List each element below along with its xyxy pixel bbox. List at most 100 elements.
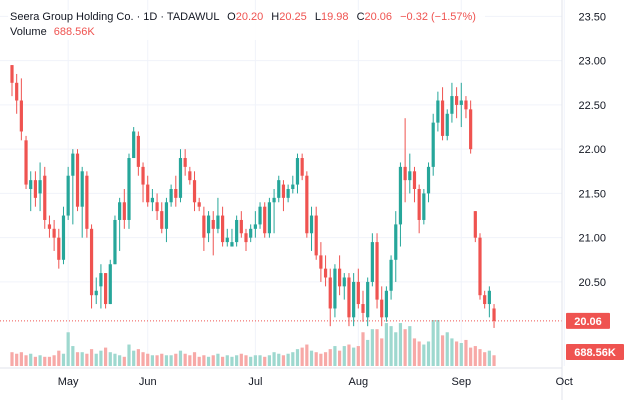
volume-bar [94, 353, 98, 366]
volume-bar [305, 344, 309, 366]
candle-body [206, 215, 211, 234]
candle-body [445, 113, 449, 136]
volume-bar [192, 352, 197, 366]
candle-body [342, 277, 346, 287]
candle-body [66, 175, 70, 216]
candle-body [305, 175, 309, 234]
price-axis[interactable]: 23.50 23.00 22.50 22.00 21.50 21.00 20.50 20.06… [561, 0, 624, 400]
price-tick-label: 23.50 [578, 11, 606, 23]
candle-body [38, 180, 42, 194]
legend-high-value: 20.25 [279, 11, 307, 23]
volume-bar [464, 339, 468, 366]
volume-bar [286, 353, 290, 366]
legend-volume-value: 688.56K [53, 26, 95, 38]
volume-bar [370, 329, 374, 366]
volume-bar [478, 349, 482, 366]
volume-bar [263, 356, 267, 366]
candle-body [366, 281, 370, 318]
volume-bar [104, 347, 108, 366]
volume-bar [342, 346, 346, 366]
volume-bar [141, 352, 145, 366]
candle-body [52, 228, 56, 238]
volume-bar [455, 341, 459, 366]
candle-body [85, 175, 89, 229]
volume-bar [422, 344, 426, 366]
volume-bar [459, 343, 463, 366]
volume-bar [136, 349, 140, 366]
candle-body [267, 202, 271, 234]
candle-body [291, 184, 295, 189]
volume-bar [99, 350, 103, 366]
candle-body [455, 96, 459, 105]
volume-bar [281, 355, 286, 366]
volume-bar [221, 356, 225, 366]
candle-body [122, 202, 126, 220]
volume-bar [469, 347, 473, 366]
volume-bar [206, 356, 211, 366]
volume-bar [356, 346, 360, 366]
volume-bar [375, 329, 379, 366]
candle-body [150, 197, 154, 203]
candle-body [230, 242, 234, 247]
volume-bar [174, 353, 178, 366]
volume-bar [492, 355, 496, 366]
time-tick-label: Sep [451, 376, 471, 388]
volume-bar [146, 353, 150, 366]
volume-bar [66, 332, 70, 366]
candle-body [450, 96, 454, 114]
time-tick-label: Aug [349, 376, 369, 388]
legend-volume-label[interactable]: Volume [10, 26, 47, 38]
volume-bar [188, 355, 192, 366]
candle-body [286, 189, 290, 198]
candle-body [440, 100, 445, 136]
candle-body [333, 268, 337, 309]
time-tick-label: Jul [248, 376, 262, 388]
candle-body [389, 259, 393, 291]
volume-bar [412, 338, 417, 366]
legend-symbol[interactable]: Seera Group Holding Co. · 1D · TADAWUL [10, 11, 220, 23]
volume-bar [89, 349, 94, 366]
candle-body [281, 184, 286, 198]
legend-open-label: O [227, 11, 236, 23]
volume-bar [211, 355, 215, 366]
volume-bar [169, 355, 173, 366]
candle-body [403, 166, 407, 181]
candle-body [197, 202, 201, 207]
candle-body [47, 224, 52, 229]
volume-bar [43, 356, 47, 366]
volume-bar [118, 355, 122, 366]
volume-bar [398, 323, 403, 366]
volume-bar [61, 353, 66, 366]
volume-bar [309, 350, 314, 366]
time-tick-label: Oct [556, 376, 573, 388]
candle-body [132, 131, 136, 159]
candle-body [361, 304, 365, 313]
candle-body [169, 189, 173, 203]
legend-close-label: C [356, 11, 365, 23]
candle-body [263, 206, 267, 234]
volume-bar [483, 352, 487, 366]
price-tick-label: 22.50 [578, 100, 606, 112]
candle-body [43, 175, 47, 220]
volume-bar [267, 355, 271, 366]
candle-body [478, 237, 482, 296]
candle-body [347, 277, 351, 318]
volume-bar [155, 355, 159, 366]
candle-body [314, 215, 318, 256]
volume-bar [249, 356, 253, 366]
volume-bars [10, 320, 496, 366]
candle-body [216, 215, 220, 229]
candle-body [221, 215, 225, 243]
volume-bar [319, 353, 323, 366]
price-tick-label: 20.50 [578, 277, 606, 289]
time-axis[interactable]: May Jun Jul Aug Sep Oct [0, 367, 573, 388]
candle-body [33, 180, 37, 198]
candle-body [352, 281, 356, 318]
volume-bar [295, 349, 300, 366]
candle-body [94, 290, 98, 296]
time-tick-label: Jun [139, 376, 157, 388]
volume-bar [29, 353, 33, 366]
candle-body [258, 206, 262, 225]
